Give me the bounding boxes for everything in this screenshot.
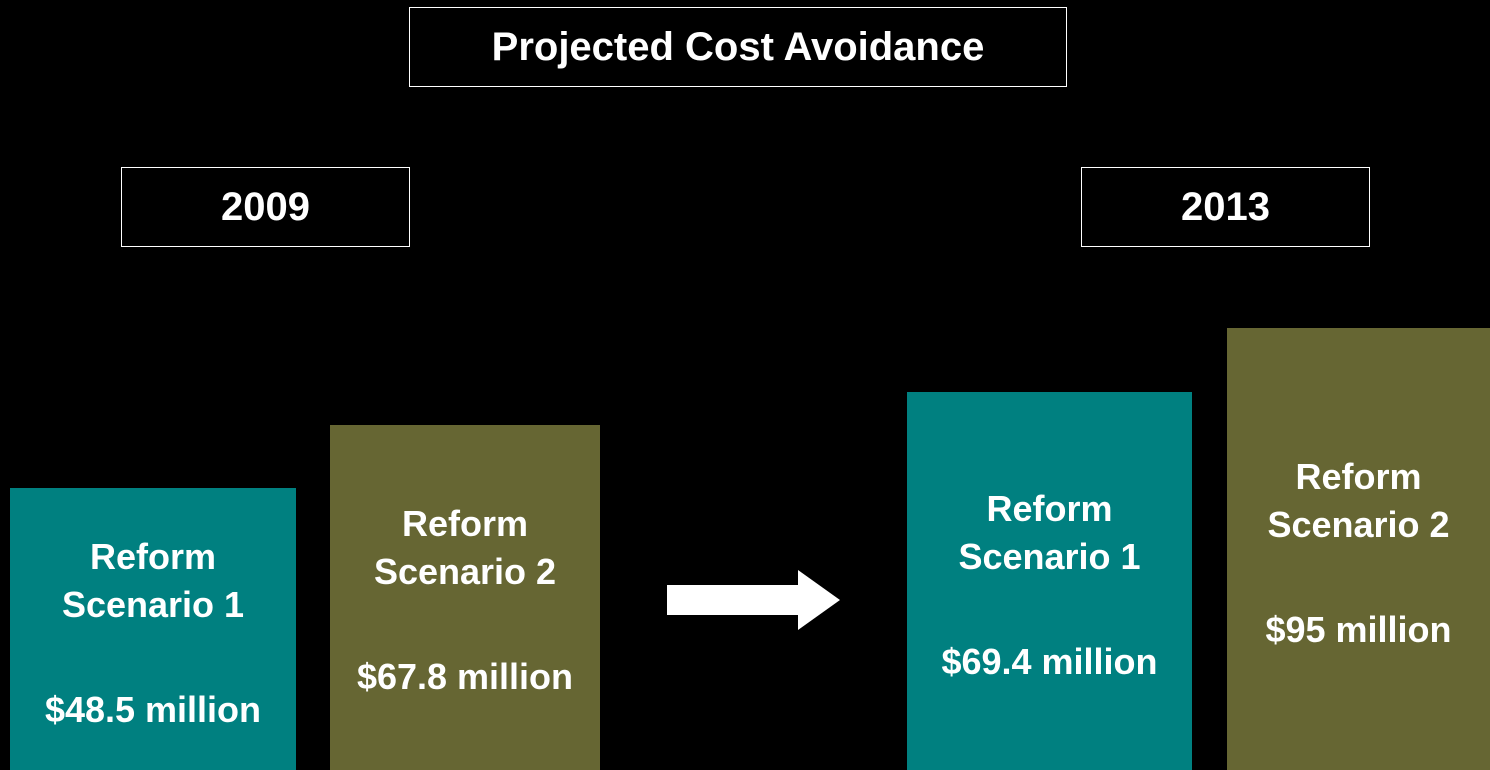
scenario-value: $95 million bbox=[1265, 609, 1452, 650]
bar-text: Reform Scenario 1 $48.5 million bbox=[10, 533, 296, 734]
arrow bbox=[667, 570, 840, 630]
year-box: 2013 bbox=[1081, 167, 1370, 247]
title-box: Projected Cost Avoidance bbox=[409, 7, 1067, 87]
scenario-bar: Reform Scenario 2 $67.8 million bbox=[330, 425, 600, 770]
scenario-bar: Reform Scenario 1 $48.5 million bbox=[10, 488, 296, 770]
scenario-value: $69.4 million bbox=[941, 641, 1158, 682]
year-box: 2009 bbox=[121, 167, 410, 247]
scenario-label: Reform Scenario 1 bbox=[958, 488, 1141, 577]
scenario-value: $48.5 million bbox=[44, 689, 262, 730]
year-label: 2009 bbox=[221, 184, 310, 229]
bar-text: Reform Scenario 1 $69.4 million bbox=[907, 485, 1192, 686]
scenario-label: Reform Scenario 1 bbox=[61, 536, 245, 625]
scenario-bar: Reform Scenario 1 $69.4 million bbox=[907, 392, 1192, 770]
bar-text: Reform Scenario 2 $67.8 million bbox=[330, 500, 600, 701]
scenario-label: Reform Scenario 2 bbox=[373, 503, 557, 592]
scenario-value: $67.8 million bbox=[356, 656, 574, 697]
scenario-bar: Reform Scenario 2 $95 million bbox=[1227, 328, 1490, 770]
scenario-label: Reform Scenario 2 bbox=[1267, 456, 1450, 545]
year-label: 2013 bbox=[1181, 184, 1270, 229]
bar-text: Reform Scenario 2 $95 million bbox=[1227, 453, 1490, 654]
title: Projected Cost Avoidance bbox=[491, 24, 985, 69]
